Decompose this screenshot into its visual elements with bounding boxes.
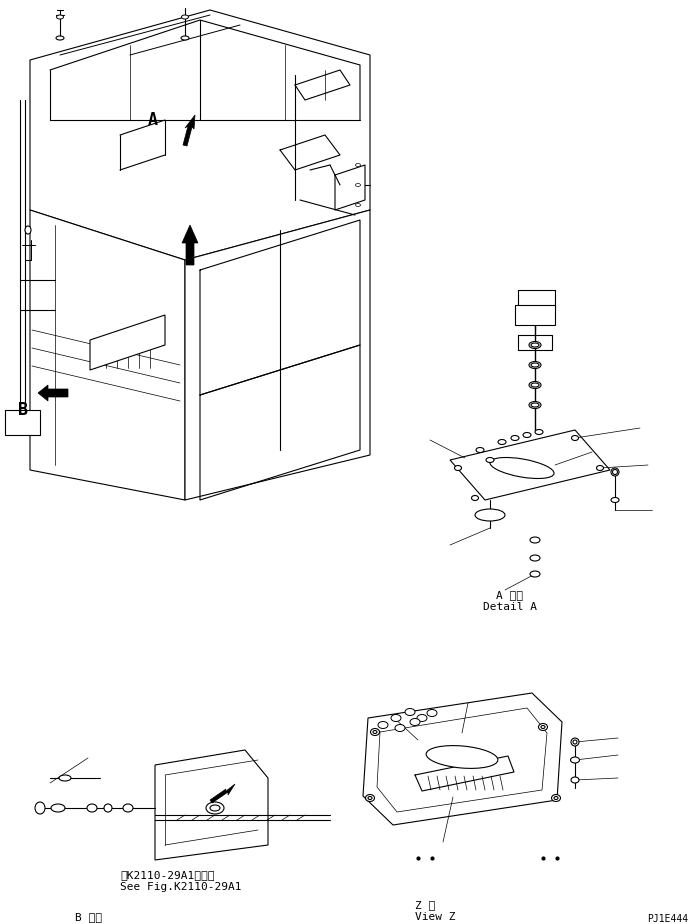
Ellipse shape	[531, 363, 539, 367]
Ellipse shape	[571, 738, 579, 746]
Text: A: A	[148, 111, 158, 129]
Ellipse shape	[571, 777, 579, 783]
Ellipse shape	[611, 497, 619, 503]
Ellipse shape	[475, 509, 505, 521]
Ellipse shape	[613, 469, 618, 475]
Polygon shape	[363, 693, 562, 825]
Ellipse shape	[535, 430, 543, 434]
Bar	[515, 305, 555, 325]
Polygon shape	[155, 750, 268, 860]
Ellipse shape	[368, 796, 372, 799]
Ellipse shape	[530, 571, 540, 577]
Ellipse shape	[378, 722, 388, 728]
Polygon shape	[38, 385, 68, 401]
Ellipse shape	[355, 203, 360, 206]
Ellipse shape	[395, 724, 405, 732]
Ellipse shape	[410, 719, 420, 725]
Ellipse shape	[104, 804, 112, 812]
Ellipse shape	[472, 495, 479, 501]
Ellipse shape	[551, 795, 560, 801]
Bar	[5, 410, 40, 435]
Ellipse shape	[530, 537, 540, 543]
Ellipse shape	[529, 402, 541, 408]
Ellipse shape	[366, 795, 375, 801]
Ellipse shape	[529, 382, 541, 388]
Ellipse shape	[210, 805, 220, 811]
Ellipse shape	[554, 796, 558, 799]
Ellipse shape	[597, 466, 604, 470]
Ellipse shape	[573, 740, 577, 744]
Ellipse shape	[486, 457, 494, 463]
Polygon shape	[30, 210, 185, 500]
Ellipse shape	[572, 435, 579, 441]
Ellipse shape	[57, 15, 64, 19]
Ellipse shape	[611, 468, 619, 476]
Ellipse shape	[181, 36, 189, 40]
Ellipse shape	[51, 804, 65, 812]
Ellipse shape	[426, 746, 498, 769]
Ellipse shape	[417, 714, 427, 722]
Ellipse shape	[490, 457, 554, 479]
Ellipse shape	[59, 775, 71, 781]
Ellipse shape	[498, 440, 506, 444]
Ellipse shape	[531, 383, 539, 387]
Ellipse shape	[181, 15, 188, 19]
Ellipse shape	[427, 710, 437, 716]
Ellipse shape	[570, 757, 579, 763]
Ellipse shape	[529, 361, 541, 369]
Ellipse shape	[391, 714, 401, 722]
Ellipse shape	[529, 342, 541, 348]
Ellipse shape	[405, 709, 415, 715]
Ellipse shape	[25, 226, 31, 234]
Ellipse shape	[454, 466, 461, 470]
Ellipse shape	[373, 731, 377, 734]
Ellipse shape	[541, 725, 545, 728]
Ellipse shape	[531, 343, 539, 347]
Ellipse shape	[523, 432, 531, 437]
Text: A 詳細
Detail A: A 詳細 Detail A	[483, 590, 537, 612]
Ellipse shape	[56, 36, 64, 40]
Text: 第K2110-29A1図参照
See Fig.K2110-29A1: 第K2110-29A1図参照 See Fig.K2110-29A1	[120, 870, 242, 892]
Polygon shape	[450, 430, 610, 500]
Ellipse shape	[531, 403, 539, 407]
Ellipse shape	[476, 447, 484, 453]
Ellipse shape	[206, 802, 224, 814]
Ellipse shape	[371, 728, 380, 736]
Polygon shape	[30, 10, 370, 260]
Polygon shape	[185, 210, 370, 500]
Ellipse shape	[511, 435, 519, 441]
Text: B: B	[18, 401, 28, 419]
Ellipse shape	[123, 804, 133, 812]
Text: PJ1E444: PJ1E444	[647, 914, 688, 924]
Polygon shape	[90, 315, 165, 370]
Ellipse shape	[87, 804, 97, 812]
Ellipse shape	[35, 802, 45, 814]
Polygon shape	[182, 225, 198, 265]
Ellipse shape	[355, 164, 360, 166]
Ellipse shape	[538, 723, 547, 731]
Ellipse shape	[530, 555, 540, 561]
Polygon shape	[210, 784, 235, 803]
Text: Z 視
View Z: Z 視 View Z	[415, 900, 456, 921]
Polygon shape	[183, 115, 195, 146]
Ellipse shape	[355, 184, 360, 187]
Text: B 詳細
Detail B: B 詳細 Detail B	[75, 912, 129, 924]
